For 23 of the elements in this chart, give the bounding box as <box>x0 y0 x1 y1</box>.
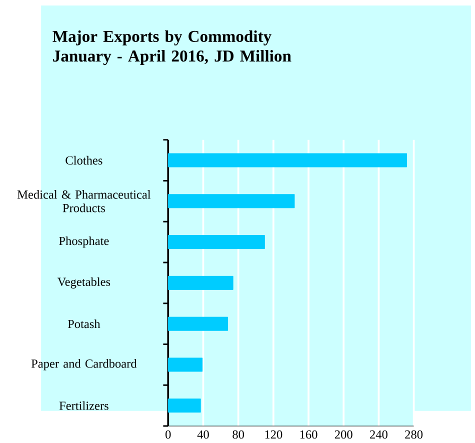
bar <box>168 398 201 413</box>
chart-title: Major Exports by Commodity January - April 2016, JD Million <box>52 30 292 66</box>
y-tick-label: Clothes <box>66 156 102 165</box>
x-tick-label: 280 <box>405 430 423 439</box>
bar <box>168 153 408 168</box>
x-tick-label: 120 <box>265 430 282 439</box>
bar <box>168 358 203 372</box>
x-tick-label: 240 <box>370 430 388 439</box>
bar <box>168 316 228 331</box>
bar <box>168 276 234 290</box>
bar <box>168 194 295 208</box>
x-tick-label: 80 <box>232 430 244 439</box>
y-tick-label: Vegetables <box>57 277 110 289</box>
y-tick-label: Paper and Cardboard <box>31 359 137 370</box>
y-tick-label: Potash <box>68 320 100 328</box>
y-tick-label: Fertilizers <box>59 401 108 410</box>
y-tick-label: Medical & Pharmaceutical Products <box>17 190 151 212</box>
x-tick-label: 200 <box>334 430 352 439</box>
y-tick-label: Phosphate <box>59 236 109 248</box>
bar <box>168 235 265 250</box>
x-tick-label: 160 <box>300 430 318 439</box>
x-tick-label: 0 <box>166 430 171 439</box>
x-tick-label: 40 <box>197 430 209 439</box>
